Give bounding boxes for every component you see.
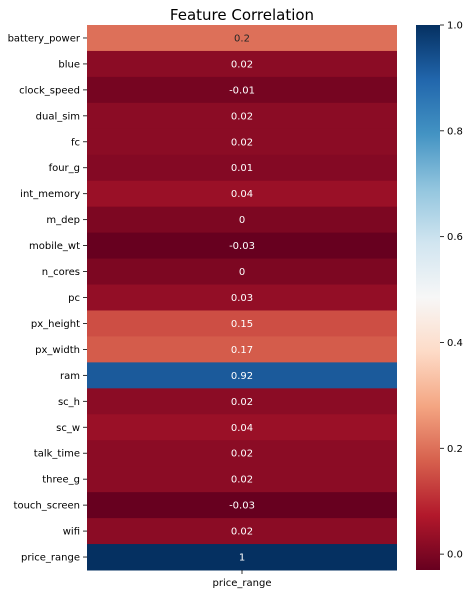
row-tick-label: sc_h xyxy=(58,397,80,408)
cell-value-label: 0 xyxy=(239,267,245,278)
heatmap-cell xyxy=(87,466,397,493)
row-tick-label: px_height xyxy=(31,319,80,330)
heatmap-cell xyxy=(87,310,397,337)
row-tick-label: four_g xyxy=(49,163,80,174)
heatmap-cell xyxy=(87,232,397,260)
colorbar-gradient xyxy=(416,25,440,570)
cell-value-label: -0.03 xyxy=(229,501,255,512)
cell-value-label: 0.02 xyxy=(231,397,253,408)
cell-value-label: -0.01 xyxy=(229,85,255,96)
heatmap-cell xyxy=(87,50,397,78)
cell-value-label: 0.04 xyxy=(231,189,253,200)
row-tick-label: dual_sim xyxy=(36,111,80,122)
heatmap-cell xyxy=(87,414,397,441)
row-tick-label: int_memory xyxy=(20,189,80,200)
chart-title: Feature Correlation xyxy=(170,6,314,24)
heatmap-cell xyxy=(87,25,397,52)
row-tick-label: blue xyxy=(58,59,80,70)
row-tick-label: wifi xyxy=(63,527,80,538)
column-tick-labels: price_range xyxy=(213,570,272,589)
heatmap-cell xyxy=(87,76,397,104)
row-tick-label: px_width xyxy=(35,345,80,356)
cell-value-label: 1 xyxy=(239,553,245,564)
row-tick-label: three_g xyxy=(42,475,80,486)
heatmap-cell xyxy=(87,544,397,571)
heatmap-cell xyxy=(87,336,397,363)
cell-value-label: 0.17 xyxy=(231,345,253,356)
colorbar-tick-label: 0.6 xyxy=(447,232,463,243)
cell-value-label: 0.15 xyxy=(231,319,253,330)
cell-value-label: 0.2 xyxy=(234,33,250,44)
row-tick-label: m_dep xyxy=(46,215,80,226)
colorbar-tick-label: 0.8 xyxy=(447,126,463,137)
cell-value-label: 0.02 xyxy=(231,475,253,486)
row-tick-label: fc xyxy=(71,137,80,148)
heatmap-cell xyxy=(87,492,397,519)
cell-value-label: 0.01 xyxy=(231,163,253,174)
colorbar-tick-label: 1.0 xyxy=(447,21,463,32)
row-tick-label: battery_power xyxy=(8,33,81,44)
row-tick-label: clock_speed xyxy=(19,85,80,96)
heatmap-cell xyxy=(87,128,397,156)
heatmap-cell xyxy=(87,102,397,130)
heatmap-cell xyxy=(87,440,397,467)
heatmap-cell xyxy=(87,258,397,286)
row-tick-label: mobile_wt xyxy=(29,241,80,252)
row-tick-label: talk_time xyxy=(34,449,80,460)
heatmap-cells: 0.2 0.02 -0.01 0.02 0.02 0.01 0.04 0 -0.03 0 0.03 0… xyxy=(87,25,397,571)
heatmap-cell xyxy=(87,206,397,234)
cell-value-label: 0.02 xyxy=(231,527,253,538)
cell-value-label: 0.04 xyxy=(231,423,253,434)
cell-value-label: 0 xyxy=(239,215,245,226)
row-tick-label: pc xyxy=(68,293,80,304)
heatmap-cell xyxy=(87,154,397,182)
heatmap-cell xyxy=(87,362,397,389)
cell-value-label: -0.03 xyxy=(229,241,255,252)
row-tick-label: n_cores xyxy=(42,267,80,278)
cell-value-label: 0.02 xyxy=(231,59,253,70)
colorbar-tick-label: 0.2 xyxy=(447,444,463,455)
cell-value-label: 0.02 xyxy=(231,137,253,148)
heatmap-cell xyxy=(87,180,397,208)
row-tick-label: ram xyxy=(60,371,80,382)
cell-value-label: 0.92 xyxy=(231,371,253,382)
heatmap-cell xyxy=(87,388,397,415)
cell-value-label: 0.02 xyxy=(231,449,253,460)
column-tick-label: price_range xyxy=(213,578,272,589)
row-tick-label: sc_w xyxy=(56,423,80,434)
row-tick-label: touch_screen xyxy=(14,501,80,512)
colorbar: 0.0 0.2 0.4 0.6 0.8 1.0 xyxy=(416,21,463,570)
colorbar-tick-label: 0.4 xyxy=(447,338,463,349)
colorbar-tick-label: 0.0 xyxy=(447,550,463,561)
cell-value-label: 0.03 xyxy=(231,293,253,304)
heatmap-cell xyxy=(87,518,397,545)
cell-value-label: 0.02 xyxy=(231,111,253,122)
heatmap-cell xyxy=(87,284,397,311)
row-tick-label: price_range xyxy=(21,553,80,564)
